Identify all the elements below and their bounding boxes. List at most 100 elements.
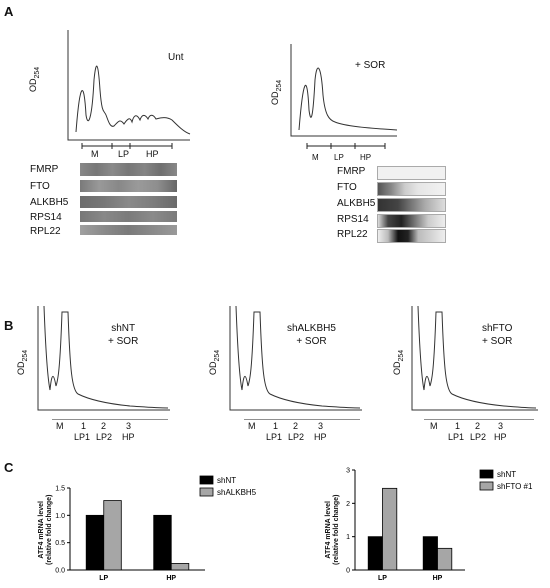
od-sub: 254 bbox=[213, 349, 221, 362]
panel-a-unt-profile bbox=[67, 30, 191, 149]
bar bbox=[437, 547, 453, 571]
x-tick-label: LP bbox=[378, 575, 387, 582]
fraction-label: 1 bbox=[273, 421, 279, 431]
western-blot-band bbox=[377, 198, 446, 212]
fraction-label: M bbox=[248, 421, 256, 431]
western-blot-band bbox=[377, 182, 446, 196]
fraction-label: M bbox=[312, 153, 319, 162]
fraction-label: LP2 bbox=[470, 432, 487, 442]
fraction-label: M bbox=[91, 149, 99, 159]
fraction-label: LP bbox=[118, 149, 130, 159]
blot-label: RPS14 bbox=[30, 212, 62, 223]
od-sub: 254 bbox=[21, 349, 29, 362]
fraction-label: 3 bbox=[126, 421, 132, 431]
x-tick-label: HP bbox=[433, 575, 443, 582]
blot-label: FMRP bbox=[337, 166, 366, 177]
fraction-label: 2 bbox=[475, 421, 481, 431]
blot-label: RPL22 bbox=[30, 226, 61, 237]
bar bbox=[85, 514, 105, 571]
fraction-label: 1 bbox=[81, 421, 87, 431]
od-axis-label: OD254 bbox=[16, 350, 29, 375]
fraction-label: LP1 bbox=[448, 432, 465, 442]
legend-swatch bbox=[199, 487, 214, 497]
panel-b-shnt-profile bbox=[37, 305, 170, 420]
bar bbox=[382, 487, 398, 571]
condition-line1: shFTO bbox=[482, 323, 513, 334]
od-main: OD bbox=[208, 361, 218, 376]
condition-label: shNT + SOR bbox=[108, 322, 138, 348]
y-tick-label: 0.5 bbox=[55, 540, 65, 547]
y-tick-label: 1 bbox=[346, 534, 350, 541]
fraction-label: HP bbox=[122, 432, 135, 442]
panel-b-shalkbh5-profile bbox=[229, 305, 362, 420]
legend-label: shNT bbox=[497, 470, 516, 479]
od-axis-label: OD254 bbox=[270, 80, 283, 105]
panel-a-sor-profile bbox=[290, 44, 398, 149]
fraction-label: 2 bbox=[293, 421, 299, 431]
fraction-label: M bbox=[56, 421, 64, 431]
condition-label: Unt bbox=[168, 52, 184, 63]
fraction-label: M bbox=[430, 421, 438, 431]
bar bbox=[103, 500, 122, 571]
fraction-label: HP bbox=[494, 432, 507, 442]
fraction-label: 3 bbox=[498, 421, 504, 431]
y-tick-label: 2 bbox=[346, 501, 350, 508]
blot-label: RPL22 bbox=[337, 229, 368, 240]
fraction-label: 3 bbox=[318, 421, 324, 431]
western-blot-band bbox=[377, 166, 446, 180]
blot-label: FMRP bbox=[30, 164, 59, 175]
od-main: OD bbox=[392, 361, 402, 376]
fraction-label: LP1 bbox=[266, 432, 283, 442]
od-main: OD bbox=[16, 361, 26, 376]
fraction-label: HP bbox=[314, 432, 327, 442]
od-axis-label: OD254 bbox=[392, 350, 405, 375]
condition-label: shFTO + SOR bbox=[482, 322, 512, 348]
legend-swatch bbox=[199, 475, 214, 485]
western-blot-band bbox=[80, 211, 177, 222]
x-tick-label: HP bbox=[166, 575, 176, 582]
y-tick-label: 0 bbox=[346, 568, 350, 575]
legend-swatch bbox=[479, 481, 494, 491]
condition-line1: shALKBH5 bbox=[287, 323, 336, 334]
od-sub: 254 bbox=[275, 79, 283, 92]
legend-label: shALKBH5 bbox=[217, 488, 257, 497]
od-main: OD bbox=[270, 91, 280, 106]
fraction-label: LP2 bbox=[288, 432, 305, 442]
od-axis-label: OD254 bbox=[208, 350, 221, 375]
bar bbox=[153, 514, 172, 571]
fraction-label: 2 bbox=[101, 421, 107, 431]
blot-label: FTO bbox=[30, 181, 50, 192]
legend-label: shFTO #1 bbox=[497, 482, 533, 491]
fraction-label: 1 bbox=[455, 421, 461, 431]
y-axis-label-line1: ATF4 mRNA level bbox=[325, 501, 332, 559]
western-blot-band bbox=[377, 229, 446, 243]
x-tick-label: LP bbox=[99, 575, 108, 582]
blot-label: ALKBH5 bbox=[30, 197, 69, 208]
panel-b-label: B bbox=[4, 318, 14, 333]
fraction-label: LP1 bbox=[74, 432, 91, 442]
panel-c-label: C bbox=[4, 460, 14, 475]
condition-line1: shNT bbox=[111, 323, 136, 334]
bar-chart-alkbh5: 0.0 0.5 1.0 1.5 LP HP shNT shALKBH5 bbox=[55, 475, 257, 582]
condition-line2: + SOR bbox=[108, 336, 139, 347]
bar bbox=[422, 536, 438, 571]
condition-label: + SOR bbox=[355, 60, 386, 71]
legend-swatch bbox=[479, 469, 494, 479]
panel-a-label: A bbox=[4, 4, 14, 19]
blot-label: RPS14 bbox=[337, 214, 369, 225]
od-sub: 254 bbox=[33, 66, 41, 79]
blot-label: FTO bbox=[337, 182, 357, 193]
bar bbox=[170, 563, 190, 571]
y-tick-label: 1.5 bbox=[55, 486, 65, 493]
western-blot-band bbox=[80, 225, 177, 235]
western-blot-band bbox=[80, 163, 177, 176]
panel-b-shfto-profile bbox=[411, 305, 538, 420]
western-blot-band bbox=[377, 214, 446, 228]
y-tick-label: 1.0 bbox=[55, 513, 65, 520]
fraction-label: HP bbox=[146, 149, 159, 159]
legend-label: shNT bbox=[217, 476, 236, 485]
y-axis-label-line1: ATF4 mRNA level bbox=[38, 501, 45, 559]
western-blot-band bbox=[80, 196, 177, 208]
bar-chart-fto: 0 1 2 3 LP HP shNT shFTO #1 bbox=[346, 468, 533, 583]
od-main: OD bbox=[28, 78, 38, 93]
